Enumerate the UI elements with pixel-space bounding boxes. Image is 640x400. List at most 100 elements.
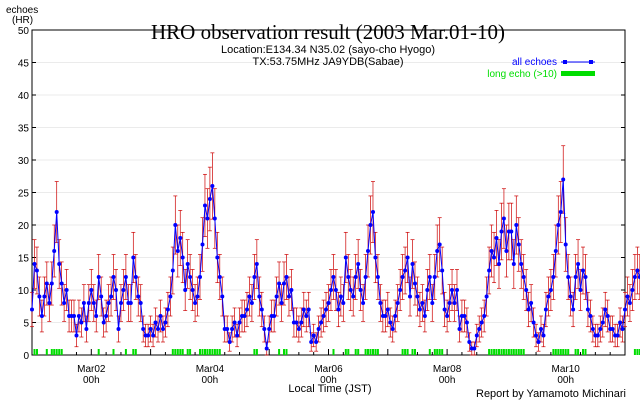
data-point — [445, 314, 450, 318]
long-echo-bar — [364, 349, 367, 355]
long-echo-bar — [522, 349, 525, 355]
long-echo-bar — [199, 349, 201, 355]
data-point — [72, 314, 76, 318]
data-point — [81, 301, 86, 305]
long-echo-bar — [493, 349, 496, 355]
data-point — [343, 255, 348, 260]
data-point — [435, 249, 440, 253]
data-point — [543, 307, 548, 312]
data-point — [326, 301, 331, 305]
long-echo-bar — [253, 349, 256, 355]
data-point — [588, 314, 593, 318]
data-point — [581, 268, 585, 273]
data-point — [497, 262, 501, 266]
data-point — [207, 197, 212, 201]
data-point — [415, 294, 420, 299]
data-point — [417, 307, 422, 312]
data-point — [482, 314, 487, 318]
data-point — [600, 320, 605, 325]
data-point — [32, 262, 37, 266]
data-point — [259, 307, 264, 312]
data-point — [254, 262, 259, 266]
long-echo-bar — [174, 349, 177, 355]
data-point — [279, 301, 284, 305]
long-echo-bar — [285, 349, 288, 355]
data-point — [368, 223, 373, 227]
long-echo-bar — [134, 349, 137, 355]
data-point — [215, 255, 220, 260]
long-echo-bar — [255, 349, 258, 355]
legend-long-echo-label: long echo (>10) — [487, 69, 557, 80]
data-point — [114, 288, 118, 292]
data-point — [86, 301, 91, 305]
data-point — [34, 268, 39, 273]
long-echo-bar — [498, 349, 500, 355]
data-point — [138, 301, 143, 305]
data-point — [351, 294, 356, 299]
long-echo-bar — [515, 349, 518, 355]
y-tick-label: 5 — [23, 319, 29, 330]
data-point — [287, 294, 291, 299]
y-tick-label: 45 — [18, 59, 30, 70]
data-point — [546, 294, 551, 299]
data-point — [301, 307, 306, 312]
legend-all-echoes-marker-left — [563, 60, 567, 64]
long-echo-bar — [567, 349, 570, 355]
data-point — [405, 255, 410, 260]
data-point — [437, 242, 442, 247]
x-tick-time-label: 00h — [83, 375, 100, 386]
data-point — [494, 236, 499, 240]
data-point — [585, 307, 590, 312]
data-point — [595, 333, 600, 338]
data-point — [467, 340, 472, 344]
x-tick-date-label: Mar06 — [314, 364, 343, 375]
data-point — [52, 249, 57, 253]
data-point — [37, 294, 42, 299]
data-point — [106, 301, 111, 305]
long-echo-bar — [97, 349, 100, 355]
data-point — [571, 307, 576, 312]
data-point — [519, 262, 524, 266]
data-point — [539, 327, 543, 331]
data-point — [47, 301, 52, 305]
data-point — [89, 288, 94, 292]
data-point — [509, 229, 514, 234]
data-point — [245, 307, 249, 312]
data-point — [274, 294, 279, 299]
legend-long-echo-swatch — [561, 71, 595, 76]
data-point — [499, 229, 504, 234]
data-point — [563, 242, 568, 247]
data-point — [217, 275, 222, 279]
long-echo-bar — [633, 349, 636, 355]
long-echo-bar — [344, 349, 347, 355]
data-point — [452, 301, 457, 305]
credit-text: Report by Yamamoto Michinari — [476, 388, 626, 400]
data-point — [249, 301, 254, 305]
data-point — [195, 294, 200, 299]
data-point — [198, 275, 202, 279]
data-point — [136, 294, 141, 299]
data-point — [158, 314, 163, 318]
data-point — [398, 288, 403, 292]
data-point — [178, 236, 183, 240]
y-grid — [32, 62, 625, 323]
data-point — [141, 327, 146, 331]
y-tick-label: 20 — [18, 221, 30, 232]
data-point — [173, 223, 178, 227]
data-point — [277, 281, 282, 286]
data-point — [306, 307, 311, 312]
long-echo-bar — [638, 349, 640, 355]
long-echo-bar — [559, 349, 562, 355]
data-point — [282, 281, 286, 286]
long-echo-bar — [376, 349, 379, 355]
x-tick-date-label: Mar08 — [433, 364, 462, 375]
data-point — [393, 314, 398, 318]
data-point — [338, 294, 343, 299]
data-point — [627, 301, 632, 305]
x-tick-date-label: Mar04 — [196, 364, 225, 375]
data-point — [210, 184, 215, 188]
data-point — [148, 327, 153, 331]
data-point — [432, 275, 437, 279]
data-point — [316, 327, 321, 331]
